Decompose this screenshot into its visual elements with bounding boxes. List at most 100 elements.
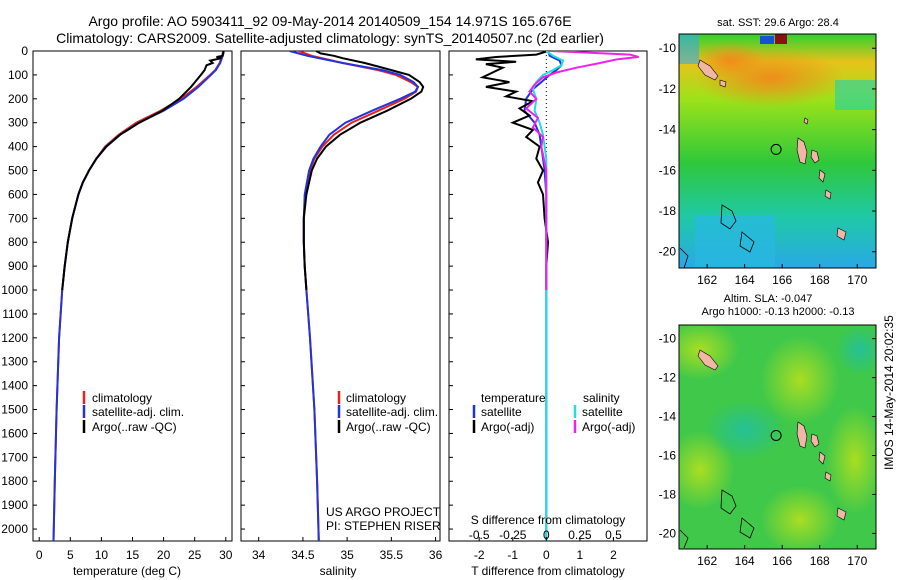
sst-cool-patch	[835, 80, 875, 110]
map-x-tick-label: 170	[847, 273, 867, 287]
legend-label-sal-argo: Argo(-adj)	[582, 420, 635, 434]
difference-legend: temperature satellite Argo(-adj) salinit…	[472, 391, 635, 434]
sla-map: Altim. SLA: -0.047 Argo h1000: -0.13 h20…	[659, 293, 877, 568]
sst-islands	[697, 59, 847, 241]
map-y-tick-label: -14	[659, 123, 677, 137]
x-tick-label: 20	[157, 548, 171, 562]
x-top-tick-label: -0.25	[499, 528, 527, 542]
x-tick-label: 25	[188, 548, 202, 562]
x-tick-label: 35.5	[380, 548, 404, 562]
legend-label-argo: Argo(..raw -QC)	[92, 420, 177, 434]
sst-map-axes: 162 164 166 168 170 -10 -12 -14 -16 -18 -20	[659, 41, 876, 287]
depth-axis: 0 100 200 300 400 500 600 700 800 900 1000 1100 1200…	[1, 44, 453, 536]
salinity-panel	[240, 50, 441, 542]
depth-tick-label: 1400	[1, 379, 28, 393]
sla-map-axes: 162 164 166 168 170 -10 -12 -14 -16 -18 -20	[659, 332, 876, 568]
figure-title-line1: Argo profile: AO 5903411_92 09-May-2014 …	[88, 13, 572, 29]
sst-map: sat. SST: 29.6 Argo: 28.4	[659, 17, 877, 287]
legend-label-argo: Argo(..raw -QC)	[346, 420, 431, 434]
map-x-tick-label: 166	[772, 554, 792, 568]
depth-tick-label: 300	[8, 116, 28, 130]
imos-timestamp: IMOS 14-May-2014 20:02:35	[882, 315, 896, 470]
x-tick-label: 5	[67, 548, 74, 562]
legend-label-climatology: climatology	[346, 391, 406, 405]
depth-tick-label: 600	[8, 187, 28, 201]
temperature-x-axis: 0 5 10 15 20 25 30	[36, 537, 233, 562]
depth-tick-label: 1600	[1, 426, 28, 440]
depth-tick-label: 1000	[1, 283, 28, 297]
salinity-legend: climatology satellite-adj. clim. Argo(..…	[326, 391, 441, 533]
map-x-tick-label: 168	[810, 554, 830, 568]
salinity-curves	[289, 51, 425, 541]
figure-title-line2: Climatology: CARS2009. Satellite-adjuste…	[56, 30, 604, 46]
depth-tick-label: 1700	[1, 450, 28, 464]
legend-label-satellite: satellite-adj. clim.	[92, 405, 184, 419]
legend-label-temp-argo: Argo(-adj)	[481, 420, 534, 434]
sst-missing-patch	[775, 34, 787, 44]
map-y-tick-label: -10	[659, 332, 677, 346]
sla-coastlines	[679, 489, 755, 549]
sst-cool-patch	[695, 215, 775, 268]
depth-tick-label: 2000	[1, 522, 28, 536]
legend-label-satellite: satellite-adj. clim.	[346, 405, 438, 419]
map-x-tick-label: 170	[847, 554, 867, 568]
map-x-tick-label: 162	[697, 554, 717, 568]
sst-coastlines	[679, 204, 755, 268]
map-x-tick-label: 166	[772, 273, 792, 287]
argo-location-marker	[770, 429, 782, 441]
x-tick-label: 35	[340, 548, 354, 562]
x-tick-label: 34.5	[291, 548, 315, 562]
map-y-tick-label: -16	[659, 449, 677, 463]
x-tick-label: 0	[36, 548, 43, 562]
legend-header-temperature: temperature	[481, 391, 546, 405]
depth-tick-label: 100	[8, 68, 28, 82]
legend-label-temp-satellite: satellite	[481, 405, 522, 419]
depth-tick-label: 1800	[1, 474, 28, 488]
sla-high-patch	[679, 325, 740, 380]
difference-panel	[448, 50, 648, 542]
x-top-tick-label: -0.5	[469, 528, 490, 542]
x-tick-label: 0	[543, 548, 550, 562]
legend-label-climatology: climatology	[92, 391, 152, 405]
x-tick-label: 1	[577, 548, 584, 562]
sla-low-patch	[705, 400, 785, 460]
series-line-argo	[61, 51, 225, 291]
argo-location-marker	[770, 143, 782, 155]
map-y-tick-label: -20	[659, 526, 677, 540]
map-y-tick-label: -16	[659, 163, 677, 177]
x-tick-label: -2	[474, 548, 485, 562]
sst-cloud-patch	[679, 34, 699, 64]
series-line-sal_argo	[524, 51, 639, 290]
map-y-tick-label: -20	[659, 245, 677, 259]
s-difference-axis-label: S difference from climatology	[471, 513, 626, 527]
sla-low-patch	[835, 325, 876, 375]
depth-tick-label: 700	[8, 211, 28, 225]
depth-tick-label: 900	[8, 259, 28, 273]
depth-tick-label: 200	[8, 92, 28, 106]
series-line-temp_argo	[475, 51, 550, 290]
x-tick-label: 10	[95, 548, 109, 562]
x-tick-label: 2	[610, 548, 617, 562]
depth-tick-label: 1300	[1, 355, 28, 369]
sst-missing-patch	[760, 36, 774, 44]
series-line-argo	[302, 51, 425, 291]
sla-map-title-line2: Argo h1000: -0.13 h2000: -0.13	[702, 306, 855, 318]
map-y-tick-label: -12	[659, 371, 677, 385]
map-y-tick-label: -14	[659, 410, 677, 424]
legend-header-salinity: salinity	[583, 391, 620, 405]
sla-high-patch	[760, 335, 840, 425]
sla-map-frame	[678, 324, 877, 550]
map-y-tick-label: -10	[659, 41, 677, 55]
sst-map-title: sat. SST: 29.6 Argo: 28.4	[717, 17, 839, 29]
map-x-tick-label: 168	[810, 273, 830, 287]
x-tick-label: -1	[507, 548, 518, 562]
depth-tick-label: 0	[21, 44, 28, 58]
legend-label-sal-satellite: satellite	[582, 405, 623, 419]
salinity-axis-label: salinity	[320, 564, 357, 578]
depth-tick-label: 1900	[1, 498, 28, 512]
sla-map-title-line1: Altim. SLA: -0.047	[724, 293, 813, 305]
t-difference-axis-label: T difference from climatology	[471, 564, 625, 578]
x-top-tick-label: 0	[543, 528, 550, 542]
map-x-tick-label: 164	[735, 273, 755, 287]
